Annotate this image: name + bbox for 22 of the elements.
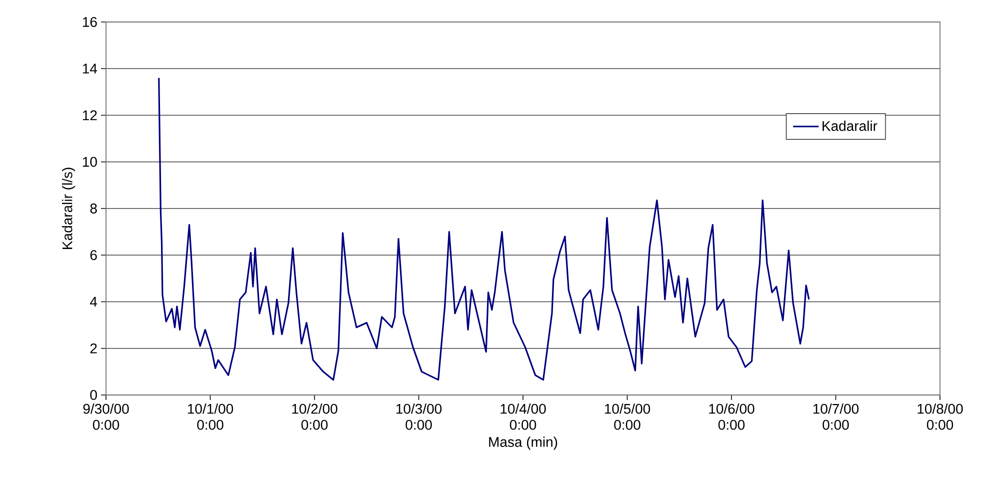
x-tick-label: 9/30/00 0:00 <box>83 404 129 430</box>
y-tick-label: 8 <box>90 204 97 214</box>
y-tick-label: 2 <box>90 343 97 354</box>
x-tick-label: 10/6/00 0:00 <box>709 404 754 430</box>
y-tick-label: 10 <box>82 156 97 167</box>
y-tick-label: 14 <box>82 64 98 74</box>
x-tick-label: 10/1/00 0:00 <box>188 404 234 430</box>
legend-label: Kadaralir <box>822 120 878 131</box>
y-tick-label: 12 <box>82 110 97 120</box>
x-tick-label: 10/3/00 0:00 <box>396 404 442 430</box>
line-series <box>158 77 810 381</box>
x-tick-label: 10/5/00 0:00 <box>604 404 650 430</box>
y-axis-title: Kadaralir (l/s) <box>62 168 76 249</box>
x-tick-label: 10/8/00 0:00 <box>918 404 963 430</box>
y-tick-label: 16 <box>82 17 97 27</box>
y-tick-label: 6 <box>90 250 97 260</box>
y-tick-label: 4 <box>90 296 98 307</box>
x-tick-label: 10/4/00 0:00 <box>500 404 546 430</box>
x-tick-label: 10/7/00 0:00 <box>813 404 859 430</box>
x-tick-label: 10/2/00 0:00 <box>292 404 338 430</box>
y-tick-label: 0 <box>90 390 97 400</box>
x-axis-title: Masa (min) <box>489 436 558 450</box>
